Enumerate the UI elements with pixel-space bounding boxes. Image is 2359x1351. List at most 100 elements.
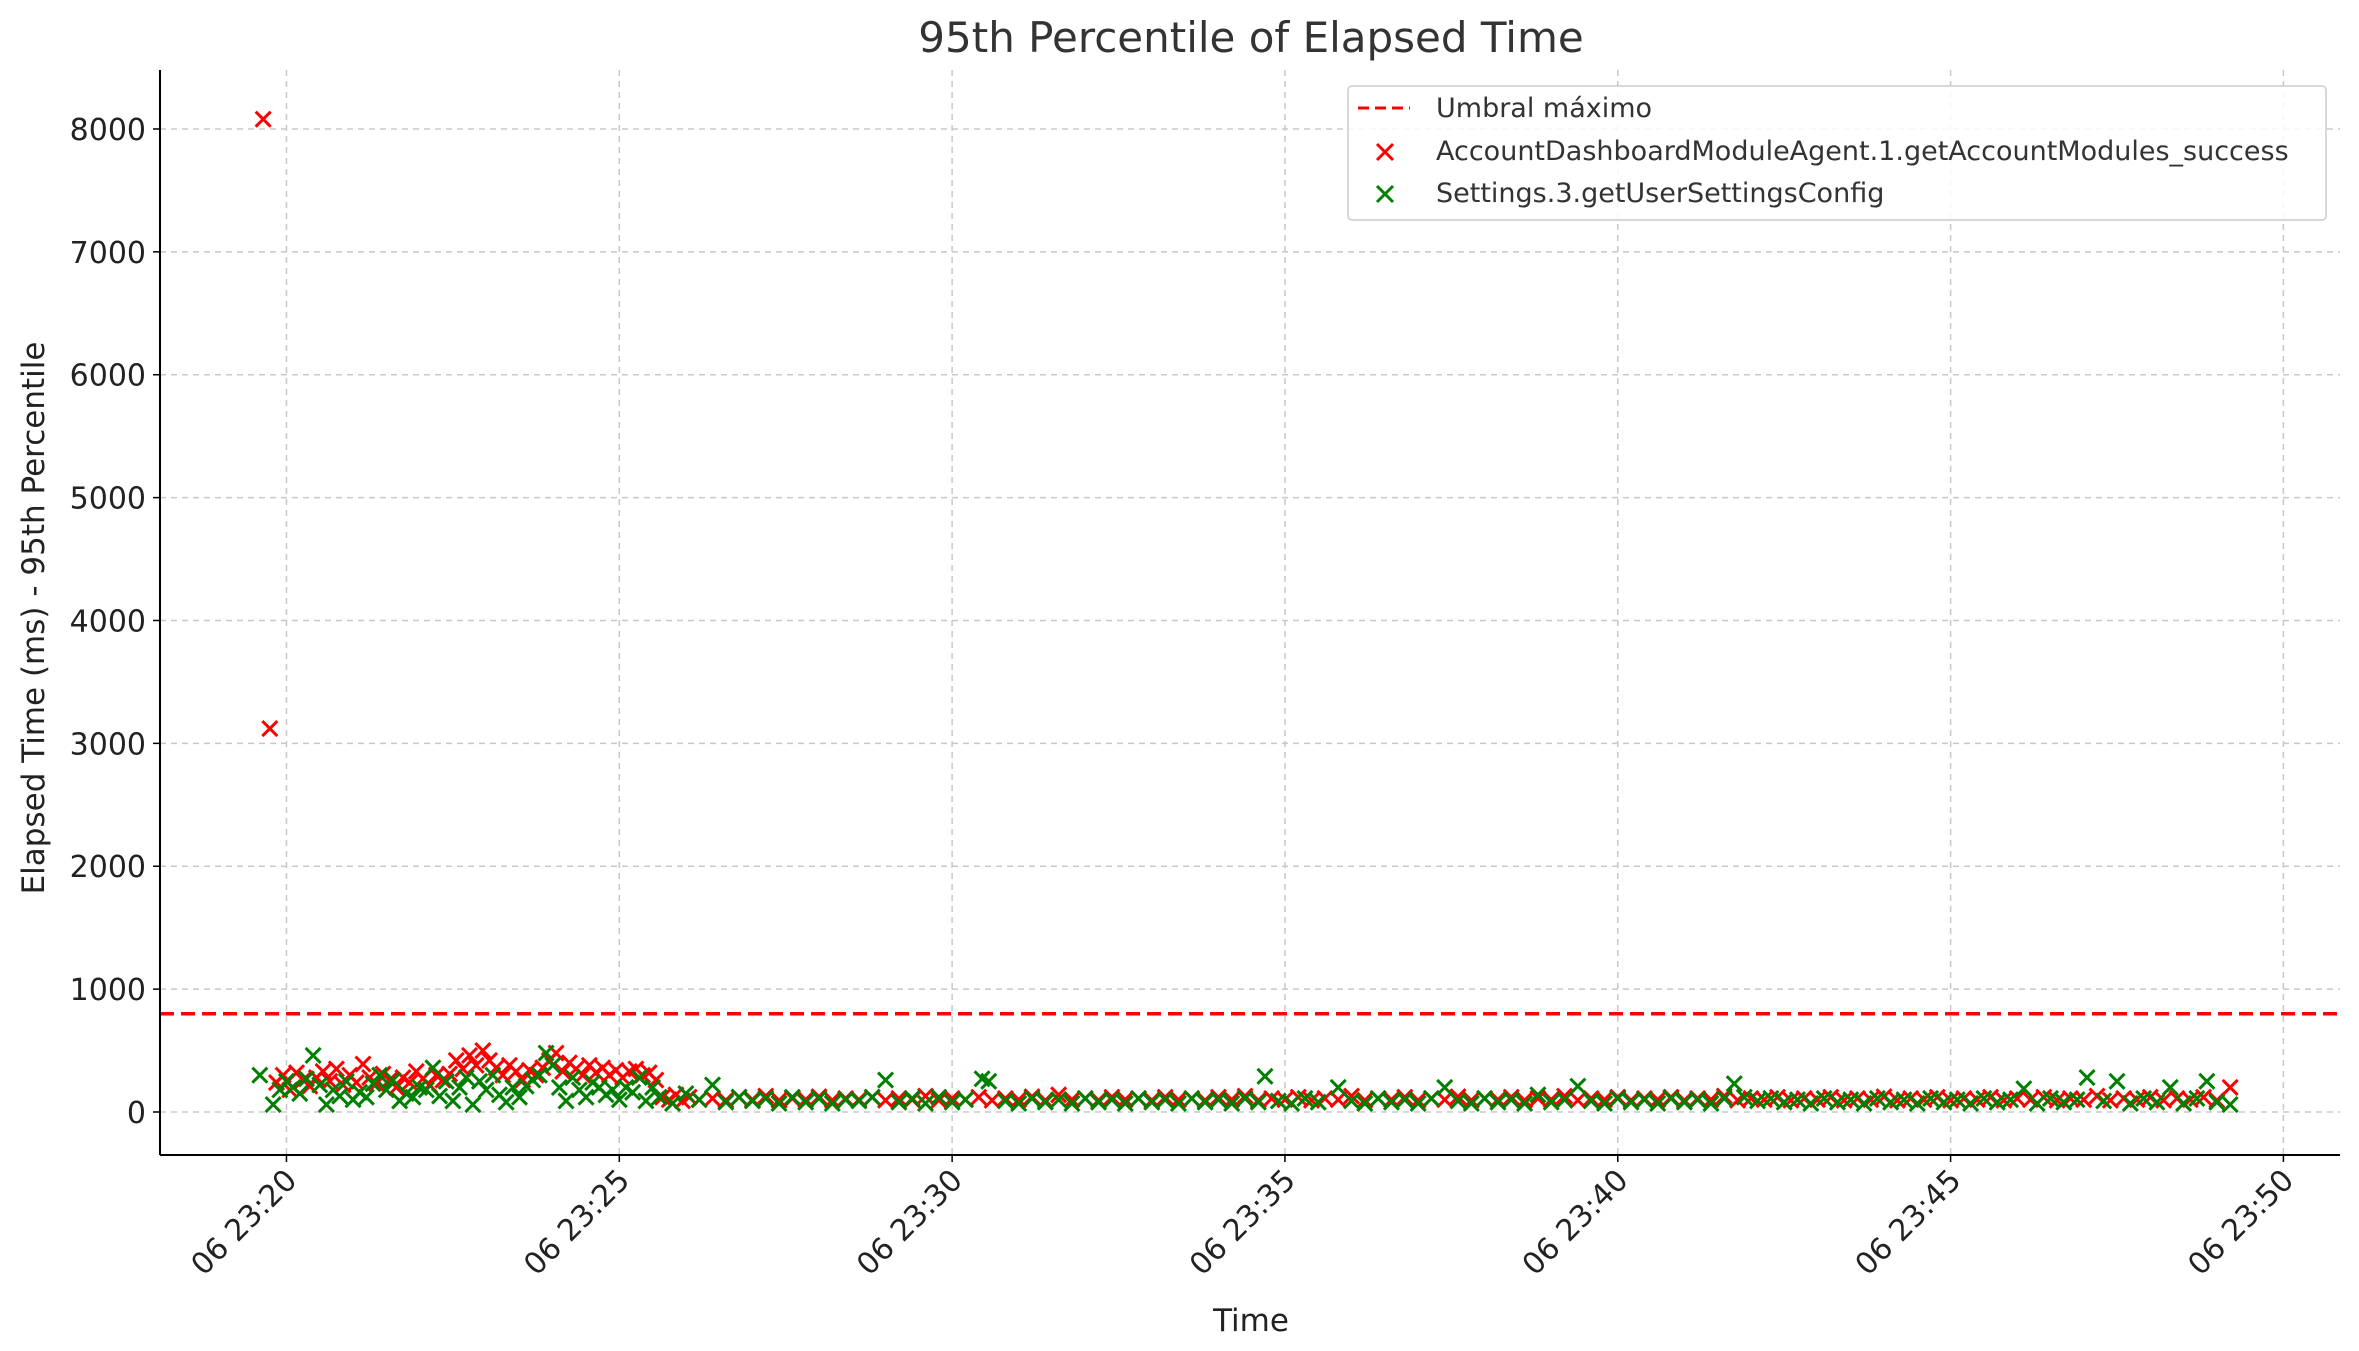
series-1-point-106 xyxy=(1269,1092,1287,1110)
series-0-point-15 xyxy=(354,1055,372,1073)
series-1-point-92 xyxy=(1089,1093,1108,1111)
series-1-point-42 xyxy=(537,1044,555,1062)
legend-series-0-marker-icon xyxy=(1375,142,1395,162)
x-axis-label: Time xyxy=(1212,1303,1289,1339)
series-1-point-124 xyxy=(1516,1094,1534,1112)
series-1-point-67 xyxy=(757,1089,775,1108)
series-1-point-125 xyxy=(1529,1086,1547,1104)
series-1-point-148 xyxy=(1828,1093,1847,1111)
series-0-point-122 xyxy=(1449,1088,1467,1106)
series-1-point-66 xyxy=(743,1092,761,1110)
series-1-point-147 xyxy=(1815,1089,1833,1108)
series-0-point-104 xyxy=(1209,1088,1227,1106)
series-1-point-95 xyxy=(1129,1089,1148,1108)
series-1-point-22 xyxy=(404,1088,422,1106)
series-0-point-96 xyxy=(1103,1088,1121,1106)
series-1-point-30 xyxy=(457,1069,475,1087)
series-1-point-158 xyxy=(1961,1094,1980,1112)
y-tick-label-6: 6000 xyxy=(70,359,146,394)
series-1-point-84 xyxy=(980,1072,998,1090)
series-1-point-29 xyxy=(450,1078,469,1096)
series-1-point-116 xyxy=(1409,1094,1427,1112)
series-1-point-81 xyxy=(943,1093,961,1111)
series-0-point-171 xyxy=(2101,1091,2119,1109)
series-1-point-76 xyxy=(876,1071,895,1089)
series-1-point-90 xyxy=(1063,1094,1081,1112)
series-1-point-102 xyxy=(1223,1094,1241,1112)
series-0-point-31 xyxy=(460,1046,479,1065)
series-1-point-156 xyxy=(1935,1093,1953,1111)
series-1-point-101 xyxy=(1209,1091,1227,1109)
series-1-point-134 xyxy=(1649,1094,1667,1112)
series-1-point-163 xyxy=(2028,1094,2046,1112)
series-1-point-38 xyxy=(510,1088,529,1106)
series-0-point-71 xyxy=(770,1091,788,1109)
series-1-point-74 xyxy=(850,1092,868,1110)
series-1-point-144 xyxy=(1775,1093,1793,1111)
series-1-point-52 xyxy=(604,1081,622,1099)
series-1-point-145 xyxy=(1788,1091,1807,1109)
series-1-point-142 xyxy=(1748,1092,1767,1110)
series-1-point-80 xyxy=(930,1088,948,1106)
series-1-point-75 xyxy=(863,1088,881,1106)
series-1-point-88 xyxy=(1036,1093,1054,1111)
series-0-point-9 xyxy=(314,1062,332,1081)
series-1-point-112 xyxy=(1356,1094,1374,1112)
series-0-point-83 xyxy=(930,1091,948,1109)
series-1-point-167 xyxy=(2078,1069,2096,1087)
series-1-point-118 xyxy=(1436,1078,1454,1096)
series-0-point-70 xyxy=(757,1087,775,1105)
series-0-point-33 xyxy=(474,1041,492,1060)
series-1-point-155 xyxy=(1922,1089,1940,1108)
series-1-point-153 xyxy=(1895,1091,1913,1109)
series-1-point-55 xyxy=(624,1083,642,1101)
series-1-point-27 xyxy=(437,1072,455,1090)
series-1-point-86 xyxy=(1010,1094,1028,1112)
series-1-point-59 xyxy=(650,1088,668,1106)
series-1-point-174 xyxy=(2175,1094,2193,1112)
series-1-point-11 xyxy=(331,1087,349,1105)
series-1-point-70 xyxy=(797,1093,815,1111)
legend-box xyxy=(1347,85,2327,221)
series-1-point-18 xyxy=(377,1081,395,1099)
series-1-point-132 xyxy=(1622,1093,1640,1111)
legend-threshold-label: Umbral máximo xyxy=(1436,93,1652,124)
series-1-point-63 xyxy=(703,1076,722,1094)
series-1-point-82 xyxy=(956,1091,974,1109)
series-0-point-129 xyxy=(1542,1091,1560,1109)
y-tick-label-8: 8000 xyxy=(70,113,146,148)
data-points xyxy=(251,110,2239,1114)
series-1-point-58 xyxy=(644,1078,662,1096)
series-1-points xyxy=(251,1044,2239,1114)
series-1-point-166 xyxy=(2068,1091,2086,1109)
series-1-point-122 xyxy=(1489,1093,1507,1111)
series-1-point-5 xyxy=(291,1084,309,1103)
series-1-point-77 xyxy=(890,1093,908,1111)
series-1-point-94 xyxy=(1116,1094,1134,1112)
series-1-point-146 xyxy=(1802,1094,1820,1112)
series-1-point-151 xyxy=(1868,1089,1886,1108)
series-1-point-1 xyxy=(264,1096,282,1114)
series-1-point-12 xyxy=(337,1072,355,1090)
series-1-point-123 xyxy=(1502,1091,1520,1109)
series-1-point-71 xyxy=(810,1089,828,1108)
series-1-point-44 xyxy=(550,1078,568,1096)
series-1-point-109 xyxy=(1309,1093,1327,1111)
series-0-point-32 xyxy=(467,1056,485,1074)
series-0-point-0 xyxy=(254,110,272,128)
series-1-point-129 xyxy=(1582,1092,1600,1110)
series-1-point-130 xyxy=(1595,1094,1614,1112)
series-1-point-46 xyxy=(564,1069,582,1087)
legend: Umbral máximo AccountDashboardModuleAgen… xyxy=(1347,85,2327,221)
legend-series-1-marker-icon xyxy=(1375,184,1395,204)
series-0-point-169 xyxy=(2075,1091,2093,1109)
series-1-point-111 xyxy=(1342,1092,1361,1110)
series-1-point-97 xyxy=(1156,1091,1174,1109)
series-1-point-0 xyxy=(251,1066,269,1084)
series-1-point-65 xyxy=(730,1088,748,1106)
series-1-point-79 xyxy=(916,1094,935,1112)
series-1-point-8 xyxy=(311,1076,329,1094)
chart-title: 95th Percentile of Elapsed Time xyxy=(918,13,1583,62)
series-1-point-170 xyxy=(2121,1094,2139,1112)
